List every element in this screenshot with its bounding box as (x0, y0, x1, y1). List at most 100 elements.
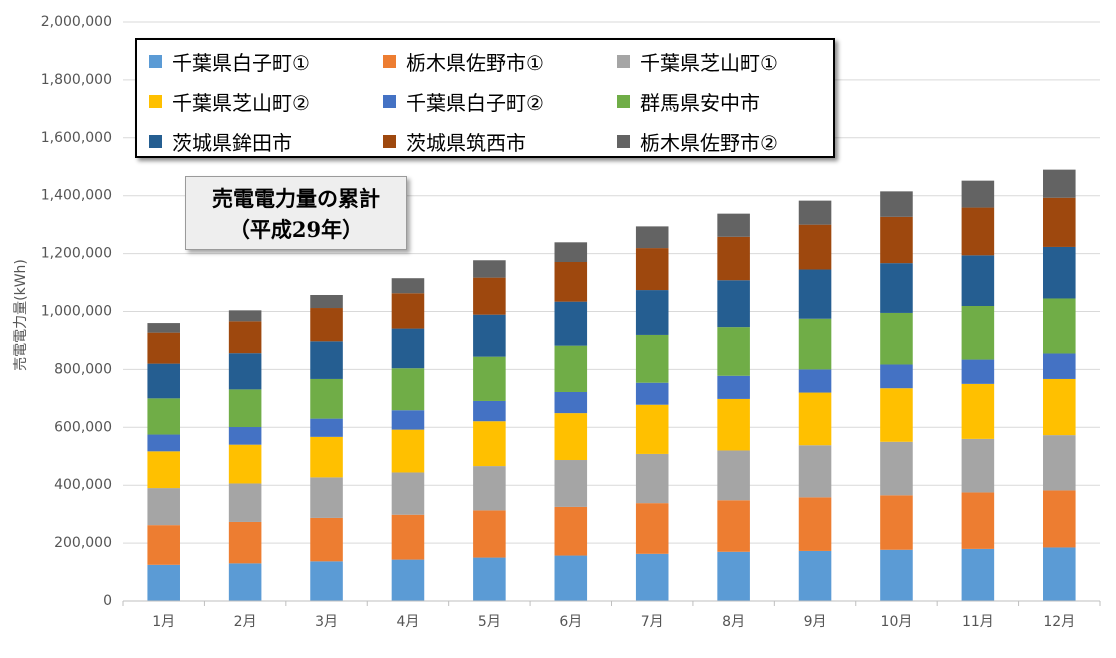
bar-segment (310, 436, 343, 478)
bar-segment (1043, 169, 1076, 198)
legend-label: 栃木県佐野市① (406, 50, 544, 75)
legend-item: 茨城県鉾田市 (149, 126, 292, 156)
bar-segment (310, 418, 343, 437)
bar-segment (391, 514, 425, 560)
legend-label: 千葉県白子町① (172, 50, 310, 75)
legend-item: 茨城県筑西市 (383, 126, 526, 156)
bar-segment (717, 398, 750, 451)
bar-segment (961, 492, 995, 549)
bar-segment (798, 369, 832, 393)
bar-segment (554, 413, 588, 461)
bar-segment (147, 363, 180, 399)
bar-segment (391, 429, 425, 473)
bar-segment (1043, 547, 1076, 601)
y-tick-label: 200,000 (54, 535, 112, 551)
y-tick-label: 1,200,000 (41, 246, 112, 262)
legend-label: 千葉県芝山町② (172, 90, 310, 115)
y-axis-title: 売電電力量(kWh) (13, 259, 29, 371)
y-tick-label: 1,600,000 (41, 130, 112, 146)
legend-swatch (617, 134, 630, 148)
bar-segment (228, 389, 262, 428)
bar-segment (1043, 435, 1076, 491)
x-tick-label: 12月 (1043, 614, 1075, 630)
chart-title-box: 売電電力量の累計 （平成29年） (185, 176, 407, 250)
legend-swatch (149, 94, 162, 108)
chart-title: 売電電力量の累計 (212, 186, 380, 211)
bar-segment (635, 226, 669, 249)
legend-item: 千葉県芝山町① (617, 46, 778, 76)
bar-segment (961, 180, 995, 208)
bar-segment (798, 550, 832, 601)
bar-segment (717, 375, 750, 399)
bar-segment (880, 388, 913, 442)
bar-segment (880, 495, 913, 550)
bar-segment (635, 404, 669, 454)
legend-item: 千葉県白子町① (149, 46, 310, 76)
x-tick-label: 10月 (881, 614, 913, 630)
bar-segment (961, 383, 995, 439)
bar-segment (310, 561, 343, 601)
x-tick-label: 5月 (478, 614, 501, 630)
legend-swatch (149, 54, 162, 68)
bar-segment (554, 261, 588, 302)
x-tick-label: 11月 (962, 614, 994, 630)
bar-segment (310, 341, 343, 379)
bar-segment (798, 318, 832, 370)
bar-segment (473, 400, 506, 422)
legend-swatch (617, 94, 630, 108)
y-tick-label: 1,400,000 (41, 188, 112, 204)
chart-subtitle: （平成29年） (228, 217, 364, 242)
y-tick-label: 800,000 (54, 361, 112, 377)
bar-segment (473, 314, 506, 357)
bar-segment (1043, 378, 1076, 436)
bar-segment (880, 441, 913, 496)
bar-segment (391, 410, 425, 430)
bar-stacks (147, 169, 1076, 601)
legend-item: 栃木県佐野市① (383, 46, 544, 76)
bar-segment (228, 353, 262, 390)
legend-swatch (149, 134, 162, 148)
x-tick-label: 8月 (722, 614, 745, 630)
x-tick-label: 2月 (234, 614, 257, 630)
bar-segment (147, 488, 180, 526)
legend: 千葉県白子町① 栃木県佐野市① 千葉県芝山町① 千葉県芝山町② 千葉県白子町② 群馬県安中… (135, 38, 835, 158)
bar-segment (717, 280, 750, 328)
axes: 0 200,000 400,000 600,000 800,000 1,000,000 1,… (41, 14, 1101, 630)
legend-item: 千葉県白子町② (383, 86, 544, 116)
legend-label: 茨城県鉾田市 (172, 130, 292, 155)
bar-segment (961, 548, 995, 601)
bar-segment (717, 500, 750, 552)
legend-swatch (383, 134, 396, 148)
bar-segment (635, 553, 669, 601)
bar-segment (228, 427, 262, 445)
y-tick-label: 1,800,000 (41, 72, 112, 88)
y-tick-label: 1,000,000 (41, 304, 112, 320)
legend-label: 群馬県安中市 (640, 90, 760, 115)
bar-segment (961, 207, 995, 256)
bar-segment (473, 466, 506, 511)
legend-swatch (617, 54, 630, 68)
bar-segment (147, 564, 180, 601)
bar-segment (147, 323, 180, 333)
bar-segment (391, 328, 425, 369)
bar-segment (391, 293, 425, 329)
bar-segment (310, 477, 343, 518)
bar-segment (554, 460, 588, 507)
bar-segment (473, 421, 506, 467)
bar-segment (554, 391, 588, 414)
bar-segment (798, 497, 832, 551)
bar-segment (798, 224, 832, 270)
bar-segment (554, 242, 588, 262)
bar-segment (147, 434, 180, 452)
bar-segment (310, 517, 343, 562)
bar-segment (228, 563, 262, 601)
legend-label: 茨城県筑西市 (406, 130, 526, 155)
bar-segment (228, 444, 262, 484)
bar-segment (880, 263, 913, 313)
legend-swatch (383, 94, 396, 108)
y-tick-label: 0 (103, 593, 112, 609)
bar-segment (391, 559, 425, 601)
bar-segment (635, 453, 669, 504)
